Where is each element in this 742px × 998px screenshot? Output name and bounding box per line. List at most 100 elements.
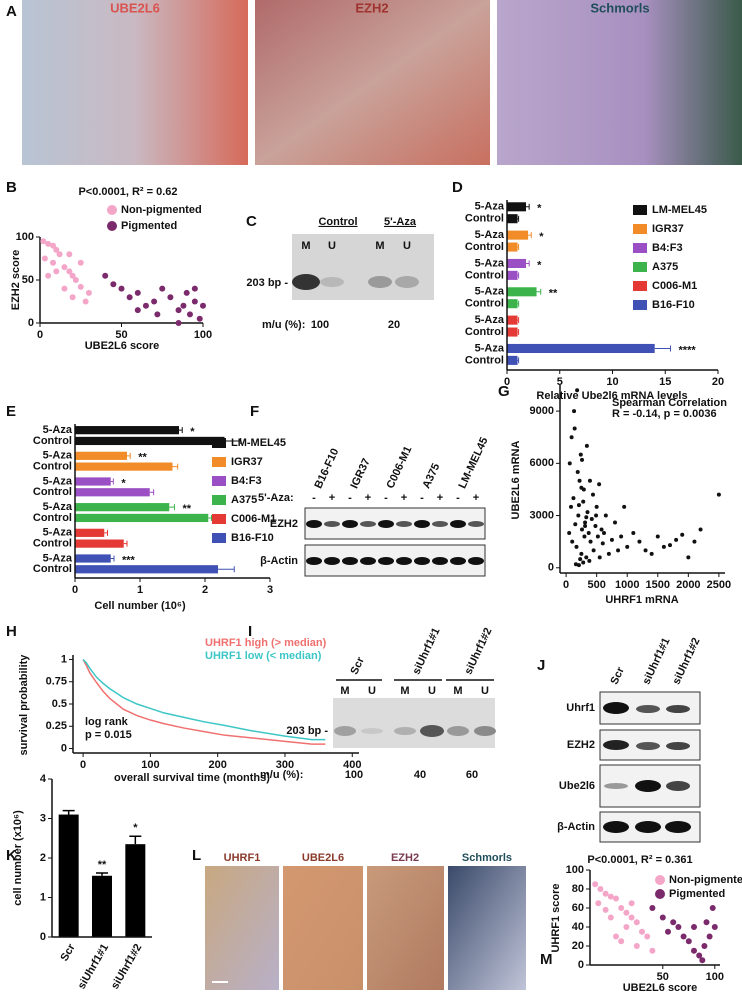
panel-label: F: [250, 403, 259, 420]
ratio-label: m/u (%):: [262, 319, 305, 331]
category-label: 5-Aza: [43, 527, 73, 539]
point: [66, 251, 73, 258]
point: [668, 543, 672, 548]
y-tick-label: 100: [566, 864, 584, 876]
point: [674, 537, 679, 542]
point: [575, 470, 580, 475]
point: [575, 388, 580, 393]
y-tick-label: 6000: [530, 457, 554, 469]
point: [576, 563, 581, 568]
legend-swatch: [212, 533, 226, 543]
legend-label: B16-F10: [231, 532, 274, 544]
legend-label: B16-F10: [652, 299, 695, 311]
lane-label: M: [453, 685, 462, 697]
legend-label: C006-M1: [231, 513, 276, 525]
point: [597, 482, 602, 487]
point: [701, 943, 708, 949]
x-tick-label: 1000: [615, 579, 639, 591]
y-tick-label: 1: [61, 653, 67, 665]
bar: [507, 202, 526, 212]
point: [622, 504, 627, 509]
panel-label: H: [6, 623, 17, 640]
y-tick-label: 100: [16, 231, 34, 243]
blot-band: [324, 557, 340, 565]
x-tick-label: 1: [137, 584, 143, 596]
point: [580, 457, 584, 462]
x-tick-label: 50: [657, 971, 669, 983]
legend-label: LM-MEL45: [652, 204, 707, 216]
y-tick-label: 20: [572, 940, 584, 952]
error-bar: [224, 437, 242, 444]
significance: ***: [122, 554, 136, 566]
blot-band: [666, 705, 690, 713]
point: [606, 551, 611, 556]
legend-label: Pigmented: [669, 888, 725, 900]
point: [200, 302, 206, 309]
image-title: UHRF1: [224, 852, 261, 864]
bar: [507, 270, 518, 280]
panel-label: M: [540, 951, 553, 968]
legend-label: Pigmented: [121, 220, 177, 232]
legend-label: C006-M1: [652, 280, 697, 292]
error-bar: [536, 288, 542, 295]
point: [595, 534, 600, 539]
legend-swatch: [107, 205, 117, 215]
point: [692, 539, 697, 544]
point: [567, 530, 572, 535]
significance: *: [539, 231, 544, 243]
x-tick-label: siUhrf1#2: [109, 942, 144, 991]
error-bar: [517, 272, 520, 279]
point: [583, 520, 588, 525]
point: [186, 311, 193, 318]
significance: **: [549, 288, 558, 300]
bar: [75, 539, 124, 548]
point: [618, 905, 625, 911]
x-tick-label: 0: [80, 759, 86, 771]
error-bar: [179, 427, 183, 434]
point: [607, 893, 614, 900]
point: [680, 532, 685, 537]
significance: *: [537, 259, 542, 271]
panel-label: G: [498, 383, 510, 400]
point: [102, 272, 109, 279]
survival-line: [82, 659, 326, 745]
point: [703, 919, 710, 926]
point: [691, 924, 697, 930]
significance: **: [182, 503, 191, 515]
point: [699, 957, 706, 964]
bar: [75, 436, 225, 446]
blot-band: [450, 520, 466, 528]
point: [613, 933, 619, 940]
point: [691, 947, 697, 954]
blot-band: [468, 521, 484, 527]
condition: siUhrf1#1: [640, 636, 672, 687]
lane-headers: B16-F10 IGR37 C006-M1 A375 LM-MEL45: [312, 436, 490, 491]
point: [569, 504, 573, 509]
gel: [333, 698, 495, 748]
bar: [507, 355, 518, 365]
point: [577, 478, 582, 483]
error-bar: [123, 540, 128, 547]
ratio-value: 60: [466, 769, 478, 781]
fit-line: [40, 254, 203, 310]
point: [607, 914, 614, 921]
treatment-sign: -: [456, 492, 460, 504]
x-tick-label: 5: [557, 376, 563, 388]
point: [50, 242, 57, 249]
point: [637, 539, 642, 544]
lane-label: M: [400, 685, 409, 697]
point: [584, 515, 589, 520]
point: [597, 886, 604, 892]
significance: ****: [679, 344, 697, 356]
bar: [75, 528, 105, 537]
image-title: UBE2L6: [302, 852, 344, 864]
error-bar: [110, 478, 114, 485]
point: [154, 311, 161, 318]
ratio-value: 100: [311, 319, 329, 331]
error-bar: [104, 529, 108, 536]
blot-band: [635, 821, 661, 833]
point: [45, 272, 52, 279]
point: [572, 409, 577, 414]
point: [595, 900, 602, 907]
category-label: 5-Aza: [43, 424, 73, 436]
